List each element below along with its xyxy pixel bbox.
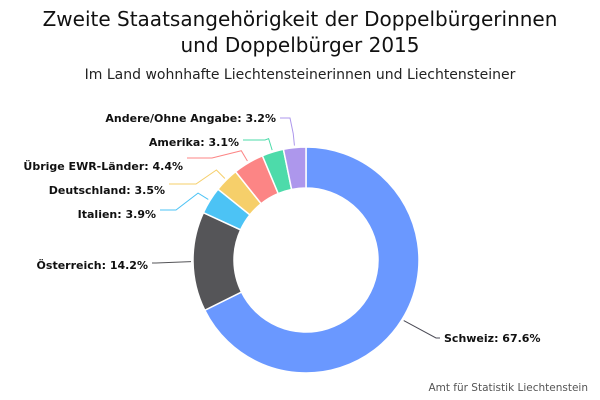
connector-deutschland	[169, 169, 226, 185]
chart-subtitle: Im Land wohnhafte Liechtensteinerinnen u…	[84, 67, 516, 83]
chart-title-line-1: Zweite Staatsangehörigkeit der Doppelbür…	[42, 7, 558, 31]
data-label-italien: Italien: 3.9%	[78, 208, 156, 221]
slice-andere-ohne-angabe	[282, 146, 307, 191]
data-label-amerika: Amerika: 3.1%	[149, 136, 239, 149]
connector-oesterreich	[152, 261, 192, 264]
connector-italien	[160, 192, 209, 211]
data-label-andere-ohne-angabe: Andere/Ohne Angabe: 3.2%	[105, 112, 276, 125]
chart-credit: Amt für Statistik Liechtenstein	[428, 382, 588, 394]
slice-schweiz	[203, 146, 420, 374]
connector-uebrige-ewr-laender	[187, 150, 248, 162]
connector-schweiz	[403, 320, 440, 339]
data-label-deutschland: Deutschland: 3.5%	[49, 184, 165, 197]
chart-title: Zweite Staatsangehörigkeit der Doppelbür…	[0, 6, 600, 58]
chart-title-line-2: und Doppelbürger 2015	[180, 33, 420, 57]
data-label-oesterreich: Österreich: 14.2%	[37, 258, 148, 272]
connector-andere-ohne-angabe	[280, 117, 295, 146]
data-label-uebrige-ewr-laender: Übrige EWR-Länder: 4.4%	[23, 159, 183, 173]
connector-amerika	[243, 137, 273, 151]
data-label-schweiz: Schweiz: 67.6%	[444, 332, 540, 345]
